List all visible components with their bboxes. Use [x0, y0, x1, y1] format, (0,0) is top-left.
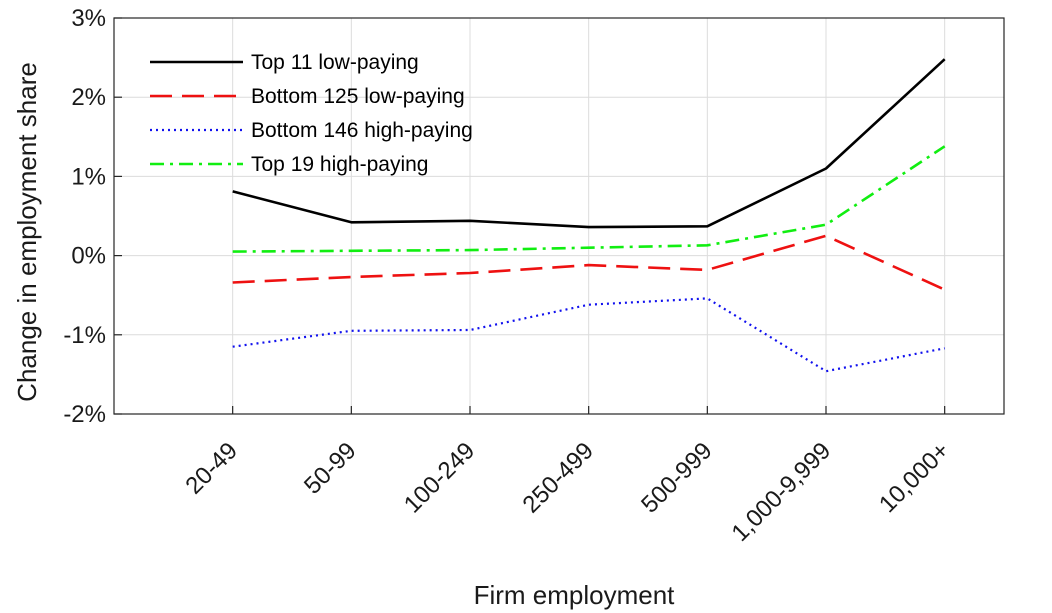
x-tick-label: 50-99 — [299, 437, 362, 500]
legend-label: Bottom 125 low-paying — [251, 85, 465, 108]
series-lines — [232, 58, 946, 373]
y-axis-ticks: -2% -1% 0% 1% 2% 3% — [63, 5, 122, 428]
y-tick-label: 0% — [71, 243, 106, 270]
x-axis-title: Firm employment — [474, 580, 676, 610]
legend-label: Top 19 high-paying — [251, 153, 428, 176]
y-tick-label: 2% — [71, 84, 106, 111]
x-tick-label: 1,000-9,999 — [727, 437, 837, 547]
legend: Top 11 low-paying Bottom 125 low-paying Bo… — [150, 51, 473, 176]
legend-label: Top 11 low-paying — [251, 51, 419, 74]
y-tick-label: -2% — [63, 401, 106, 428]
x-tick-label: 250-499 — [518, 437, 599, 518]
series-line — [232, 145, 946, 253]
series-line — [232, 58, 946, 229]
grid-lines — [114, 17, 1004, 415]
series-line — [232, 234, 946, 291]
y-tick-label: 1% — [71, 163, 106, 190]
x-axis-ticks: 20-49 50-99 100-249 250-499 500-999 1,000-9,9… — [180, 406, 955, 547]
y-tick-label: 3% — [71, 5, 106, 32]
x-tick-label: 20-49 — [180, 437, 243, 500]
legend-label: Bottom 146 high-paying — [251, 119, 473, 142]
y-tick-label: -1% — [63, 322, 106, 349]
y-axis-title: Change in employment share — [12, 62, 42, 402]
x-tick-label: 500-999 — [636, 437, 717, 518]
x-tick-label: 10,000+ — [874, 437, 955, 518]
x-tick-label: 100-249 — [399, 437, 480, 518]
plot-frame — [113, 17, 1005, 415]
